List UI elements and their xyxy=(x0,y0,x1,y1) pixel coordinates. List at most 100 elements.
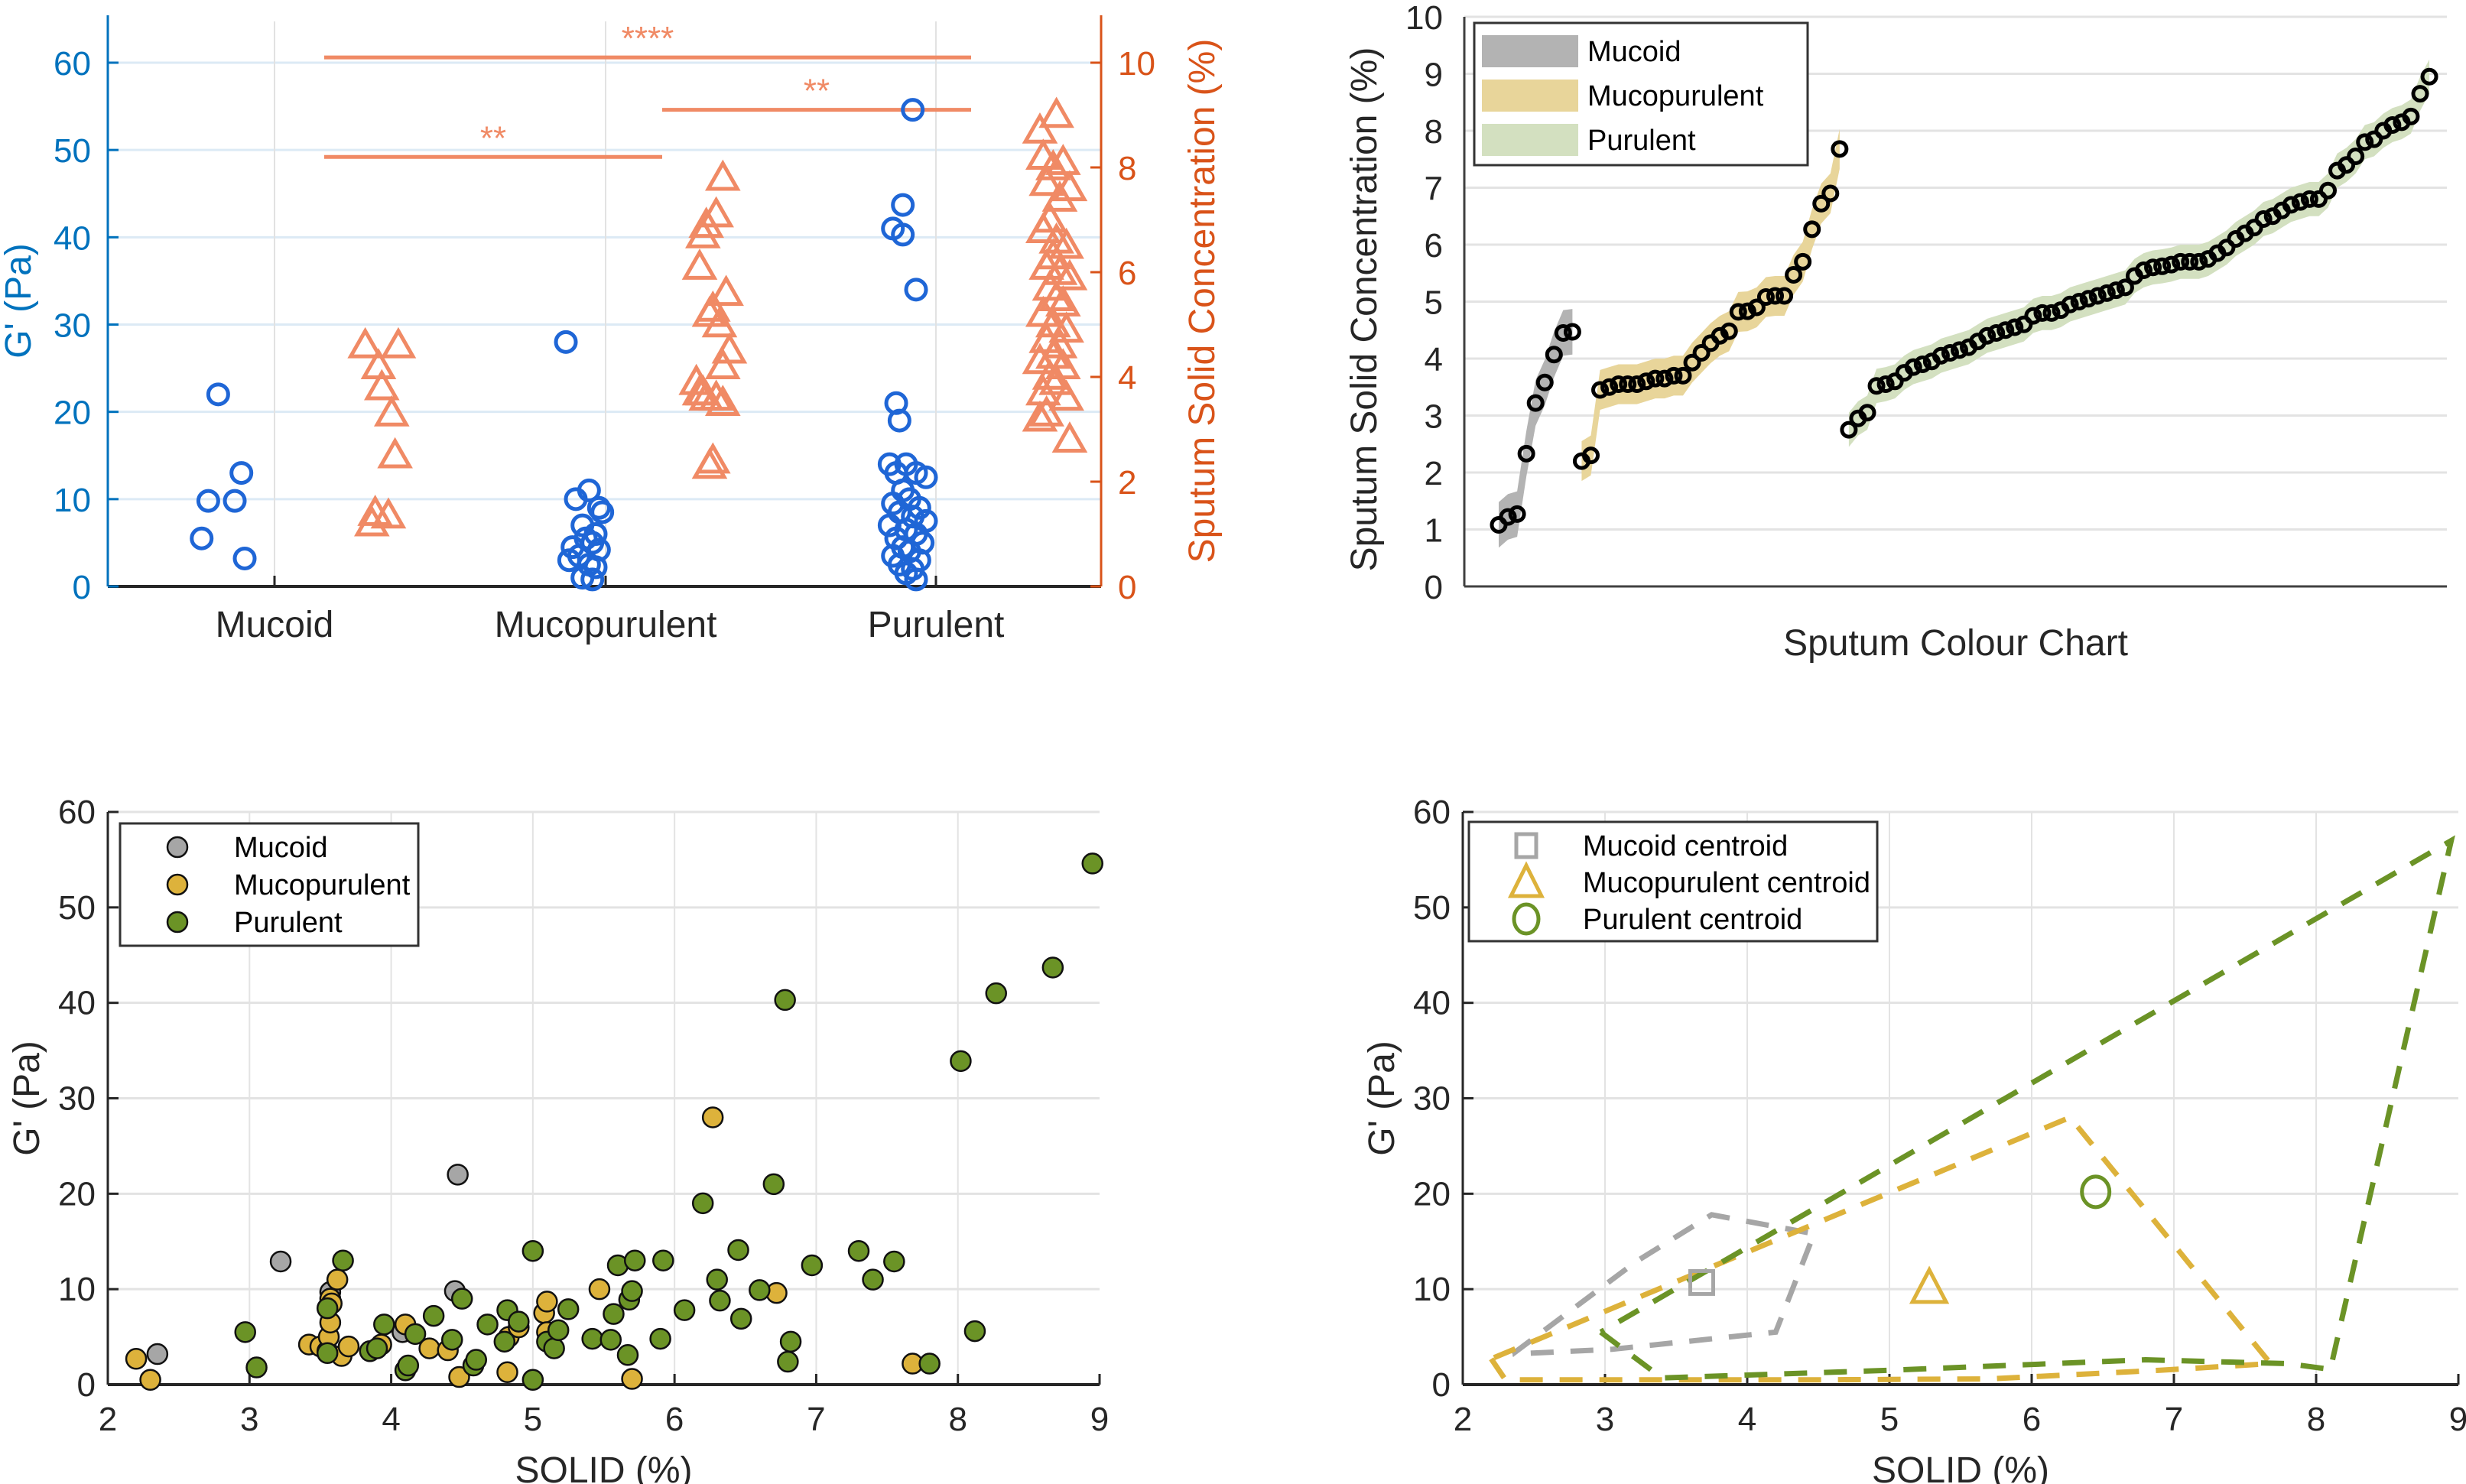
x-tick-label: 4 xyxy=(382,1401,400,1438)
data-point-purulent xyxy=(397,1354,420,1377)
data-point xyxy=(2144,258,2162,277)
x-tick-label: 7 xyxy=(807,1401,825,1438)
data-point-solids xyxy=(1045,285,1081,317)
x-tick-label: 2 xyxy=(1454,1401,1472,1438)
significance-label: ** xyxy=(804,73,830,110)
data-point-gprime xyxy=(904,278,928,302)
y-tick-label: 3 xyxy=(1425,398,1443,436)
data-point-solids xyxy=(1038,280,1074,311)
data-point-solids xyxy=(370,497,407,529)
data-point-solids xyxy=(1051,421,1088,453)
data-point-gprime xyxy=(904,567,928,592)
data-point-gprime xyxy=(554,330,578,354)
data-point xyxy=(1655,369,1674,388)
data-point-purulent xyxy=(422,1304,445,1327)
data-point-solids xyxy=(681,248,718,280)
data-point-solids xyxy=(701,306,738,338)
x-axis-label: Sputum Colour Chart xyxy=(1783,623,2128,664)
data-point-solids xyxy=(681,374,718,406)
data-point xyxy=(1756,288,1775,307)
data-point xyxy=(2319,181,2337,200)
y-tick-label-right: 10 xyxy=(1118,45,1155,83)
data-point-purulent xyxy=(521,1369,544,1391)
y-tick-label: 60 xyxy=(1413,794,1451,831)
data-point-mucopurulent xyxy=(326,1268,349,1291)
data-point-purulent xyxy=(963,1320,986,1343)
data-point xyxy=(1803,220,1821,239)
data-point-solids xyxy=(1038,96,1074,128)
legend-label: Purulent xyxy=(234,907,343,939)
data-point xyxy=(1591,381,1610,399)
legend-label: Mucopurulent xyxy=(234,869,411,901)
data-point-solids xyxy=(1022,343,1058,375)
legend-swatch-mucoid xyxy=(1482,35,1578,67)
y-tick-label: 10 xyxy=(58,1271,96,1308)
data-point-solids xyxy=(704,385,741,416)
data-point xyxy=(1545,346,1563,364)
data-point-purulent xyxy=(779,1330,802,1353)
data-point-purulent xyxy=(493,1330,516,1353)
significance-label: ** xyxy=(480,119,506,157)
centroid-mucopurulent xyxy=(1909,1265,1950,1304)
data-point xyxy=(1535,373,1554,391)
data-point xyxy=(1886,372,1904,391)
data-point-solids xyxy=(1028,395,1064,427)
data-point xyxy=(1738,302,1756,320)
data-point-gprime xyxy=(586,495,611,520)
data-point-solids xyxy=(1051,258,1088,291)
data-point xyxy=(1610,375,1628,394)
data-point xyxy=(1683,353,1701,372)
y-tick-label-left: 60 xyxy=(54,45,91,83)
data-point-solids xyxy=(1038,363,1074,395)
data-point xyxy=(2015,315,2033,333)
data-point-purulent xyxy=(465,1349,487,1371)
data-point-mucopurulent xyxy=(139,1369,161,1391)
legend: Mucoid Mucopurulent Purulent xyxy=(1473,21,1809,167)
y-tick-label-left: 30 xyxy=(54,307,91,345)
panel-d: 0 10 20 30 40 50 60 2 3 4 5 6 7 8 9 SOLID (%) G' (Pa) Muc… xyxy=(1362,794,2466,1484)
y-axis-label-right: Sputum Solid Concentration (%) xyxy=(1182,39,1223,563)
data-point xyxy=(1674,366,1692,385)
y-tick-label: 20 xyxy=(1413,1175,1451,1213)
data-point xyxy=(1987,323,2006,342)
data-point xyxy=(1526,394,1545,412)
panel-b: 0 1 2 3 4 5 6 7 8 9 10 Sputum Colour Chart Sputum So… xyxy=(1344,0,2447,664)
x-tick-label: Purulent xyxy=(868,605,1005,645)
y-tick-label: 0 xyxy=(1432,1366,1451,1404)
y-tick-label-left: 50 xyxy=(54,132,91,170)
x-tick-label: 2 xyxy=(99,1401,117,1438)
y-tick-label: 5 xyxy=(1425,284,1443,322)
data-point xyxy=(2217,239,2236,257)
data-point xyxy=(2254,209,2273,228)
data-point-solids xyxy=(698,196,734,228)
y-tick-label: 8 xyxy=(1425,113,1443,151)
legend-label: Mucopurulent centroid xyxy=(1583,867,1870,899)
data-point xyxy=(2135,261,2152,280)
legend-marker-circle xyxy=(1512,902,1541,936)
data-point xyxy=(1776,287,1794,305)
data-point xyxy=(1508,505,1526,523)
y-tick-label: 20 xyxy=(58,1175,96,1213)
data-point xyxy=(1932,346,1950,365)
legend-marker-mucoid xyxy=(166,836,189,859)
data-point-purulent xyxy=(673,1299,696,1321)
data-point-solids xyxy=(1041,180,1078,212)
data-point xyxy=(1665,366,1683,385)
legend: Mucoid Mucopurulent Purulent xyxy=(119,822,420,947)
y-tick-label: 1 xyxy=(1425,512,1443,550)
y-tick-label: 50 xyxy=(58,889,96,927)
data-point-purulent xyxy=(862,1268,884,1291)
y-axis-label: G' (Pa) xyxy=(7,1041,47,1156)
data-point xyxy=(2088,287,2107,305)
data-point xyxy=(1858,404,1876,422)
data-point xyxy=(1747,298,1766,317)
data-point-purulent xyxy=(621,1280,643,1302)
confidence-band-purulent xyxy=(1848,59,2430,447)
data-point-solids xyxy=(377,437,413,469)
data-point-solids xyxy=(1045,144,1081,175)
data-point-purulent xyxy=(476,1314,499,1336)
data-point xyxy=(2097,284,2116,302)
data-point xyxy=(2420,67,2438,86)
data-point-solids xyxy=(1028,164,1064,196)
data-point xyxy=(1692,344,1711,362)
